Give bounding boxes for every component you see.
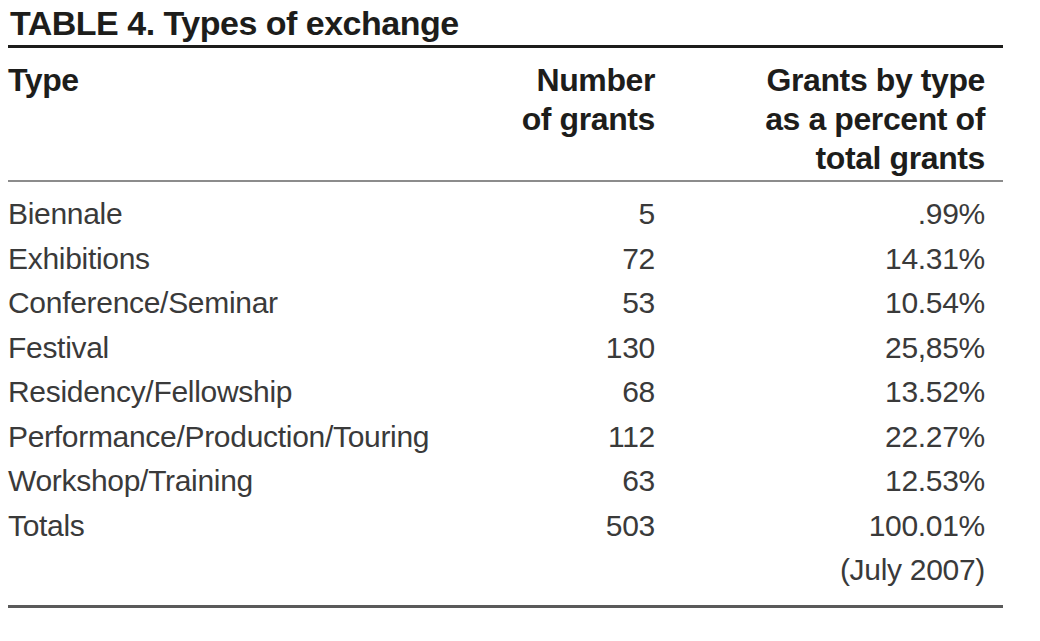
percent-cell: 14.31% xyxy=(655,237,1003,282)
table-title: TABLE 4. Types of exchange xyxy=(10,4,459,43)
table-row: Workshop/Training 63 12.53% xyxy=(8,459,1003,504)
percent-cell: 10.54% xyxy=(655,281,1003,326)
type-cell: Exhibitions xyxy=(8,237,448,282)
percent-cell: 22.27% xyxy=(655,415,1003,460)
number-cell: 112 xyxy=(448,415,655,460)
number-cell: 5 xyxy=(448,181,655,237)
column-header-number: Number of grants xyxy=(448,47,655,182)
column-header-percent: Grants by type as a percent of total gra… xyxy=(655,47,1003,182)
table-row: Exhibitions 72 14.31% xyxy=(8,237,1003,282)
number-cell: 68 xyxy=(448,370,655,415)
type-cell: Biennale xyxy=(8,181,448,237)
number-cell: 130 xyxy=(448,326,655,371)
type-cell: Workshop/Training xyxy=(8,459,448,504)
type-cell: Residency/Fellowship xyxy=(8,370,448,415)
header-row: Type Number of grants Grants by type as … xyxy=(8,47,1003,182)
empty-cell xyxy=(8,548,448,606)
number-cell: 72 xyxy=(448,237,655,282)
percent-cell: 100.01% xyxy=(655,504,1003,549)
number-cell: 63 xyxy=(448,459,655,504)
type-cell: Festival xyxy=(8,326,448,371)
table-row: Residency/Fellowship 68 13.52% xyxy=(8,370,1003,415)
column-header-type: Type xyxy=(8,47,448,182)
footnote-row: (July 2007) xyxy=(8,548,1003,606)
footnote: (July 2007) xyxy=(655,548,1003,606)
grants-table: Type Number of grants Grants by type as … xyxy=(8,45,1003,608)
table-row: Performance/Production/Touring 112 22.27… xyxy=(8,415,1003,460)
document-page: TABLE 4. Types of exchange Type Number o… xyxy=(0,0,1040,641)
table-row: Conference/Seminar 53 10.54% xyxy=(8,281,1003,326)
table-row: Festival 130 25,85% xyxy=(8,326,1003,371)
type-cell: Performance/Production/Touring xyxy=(8,415,448,460)
type-cell: Conference/Seminar xyxy=(8,281,448,326)
type-cell: Totals xyxy=(8,504,448,549)
table-row-totals: Totals 503 100.01% xyxy=(8,504,1003,549)
number-cell: 53 xyxy=(448,281,655,326)
percent-cell: .99% xyxy=(655,181,1003,237)
percent-cell: 12.53% xyxy=(655,459,1003,504)
empty-cell xyxy=(448,548,655,606)
number-cell: 503 xyxy=(448,504,655,549)
percent-cell: 25,85% xyxy=(655,326,1003,371)
table-row: Biennale 5 .99% xyxy=(8,181,1003,237)
percent-cell: 13.52% xyxy=(655,370,1003,415)
